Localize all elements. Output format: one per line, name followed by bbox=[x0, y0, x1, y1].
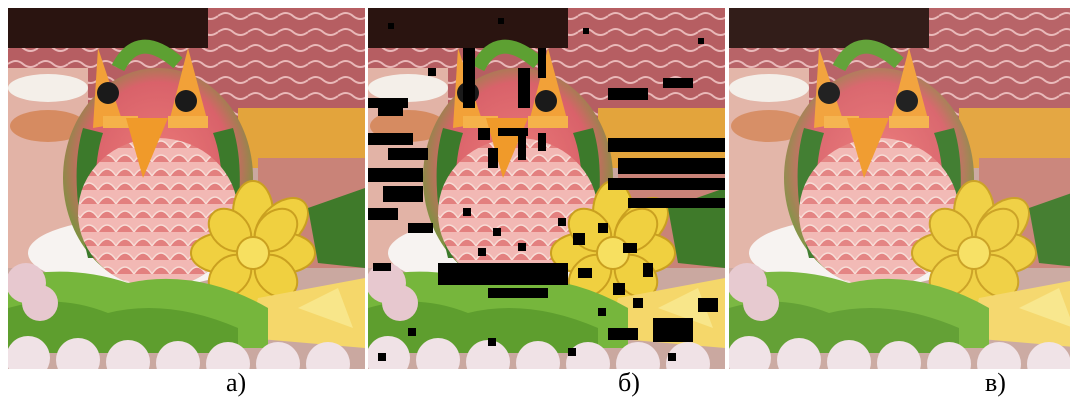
fruit-owl-photo-damaged bbox=[368, 8, 725, 369]
caption-c: в) bbox=[985, 368, 1006, 397]
caption-b: б) bbox=[618, 368, 640, 397]
caption-a: а) bbox=[226, 368, 247, 397]
fruit-owl-photo bbox=[8, 8, 365, 369]
image-restored bbox=[729, 8, 1070, 369]
fruit-owl-photo-restored bbox=[729, 8, 1070, 369]
image-damaged bbox=[368, 8, 725, 369]
image-original bbox=[8, 8, 365, 369]
damage-mask bbox=[368, 18, 725, 361]
